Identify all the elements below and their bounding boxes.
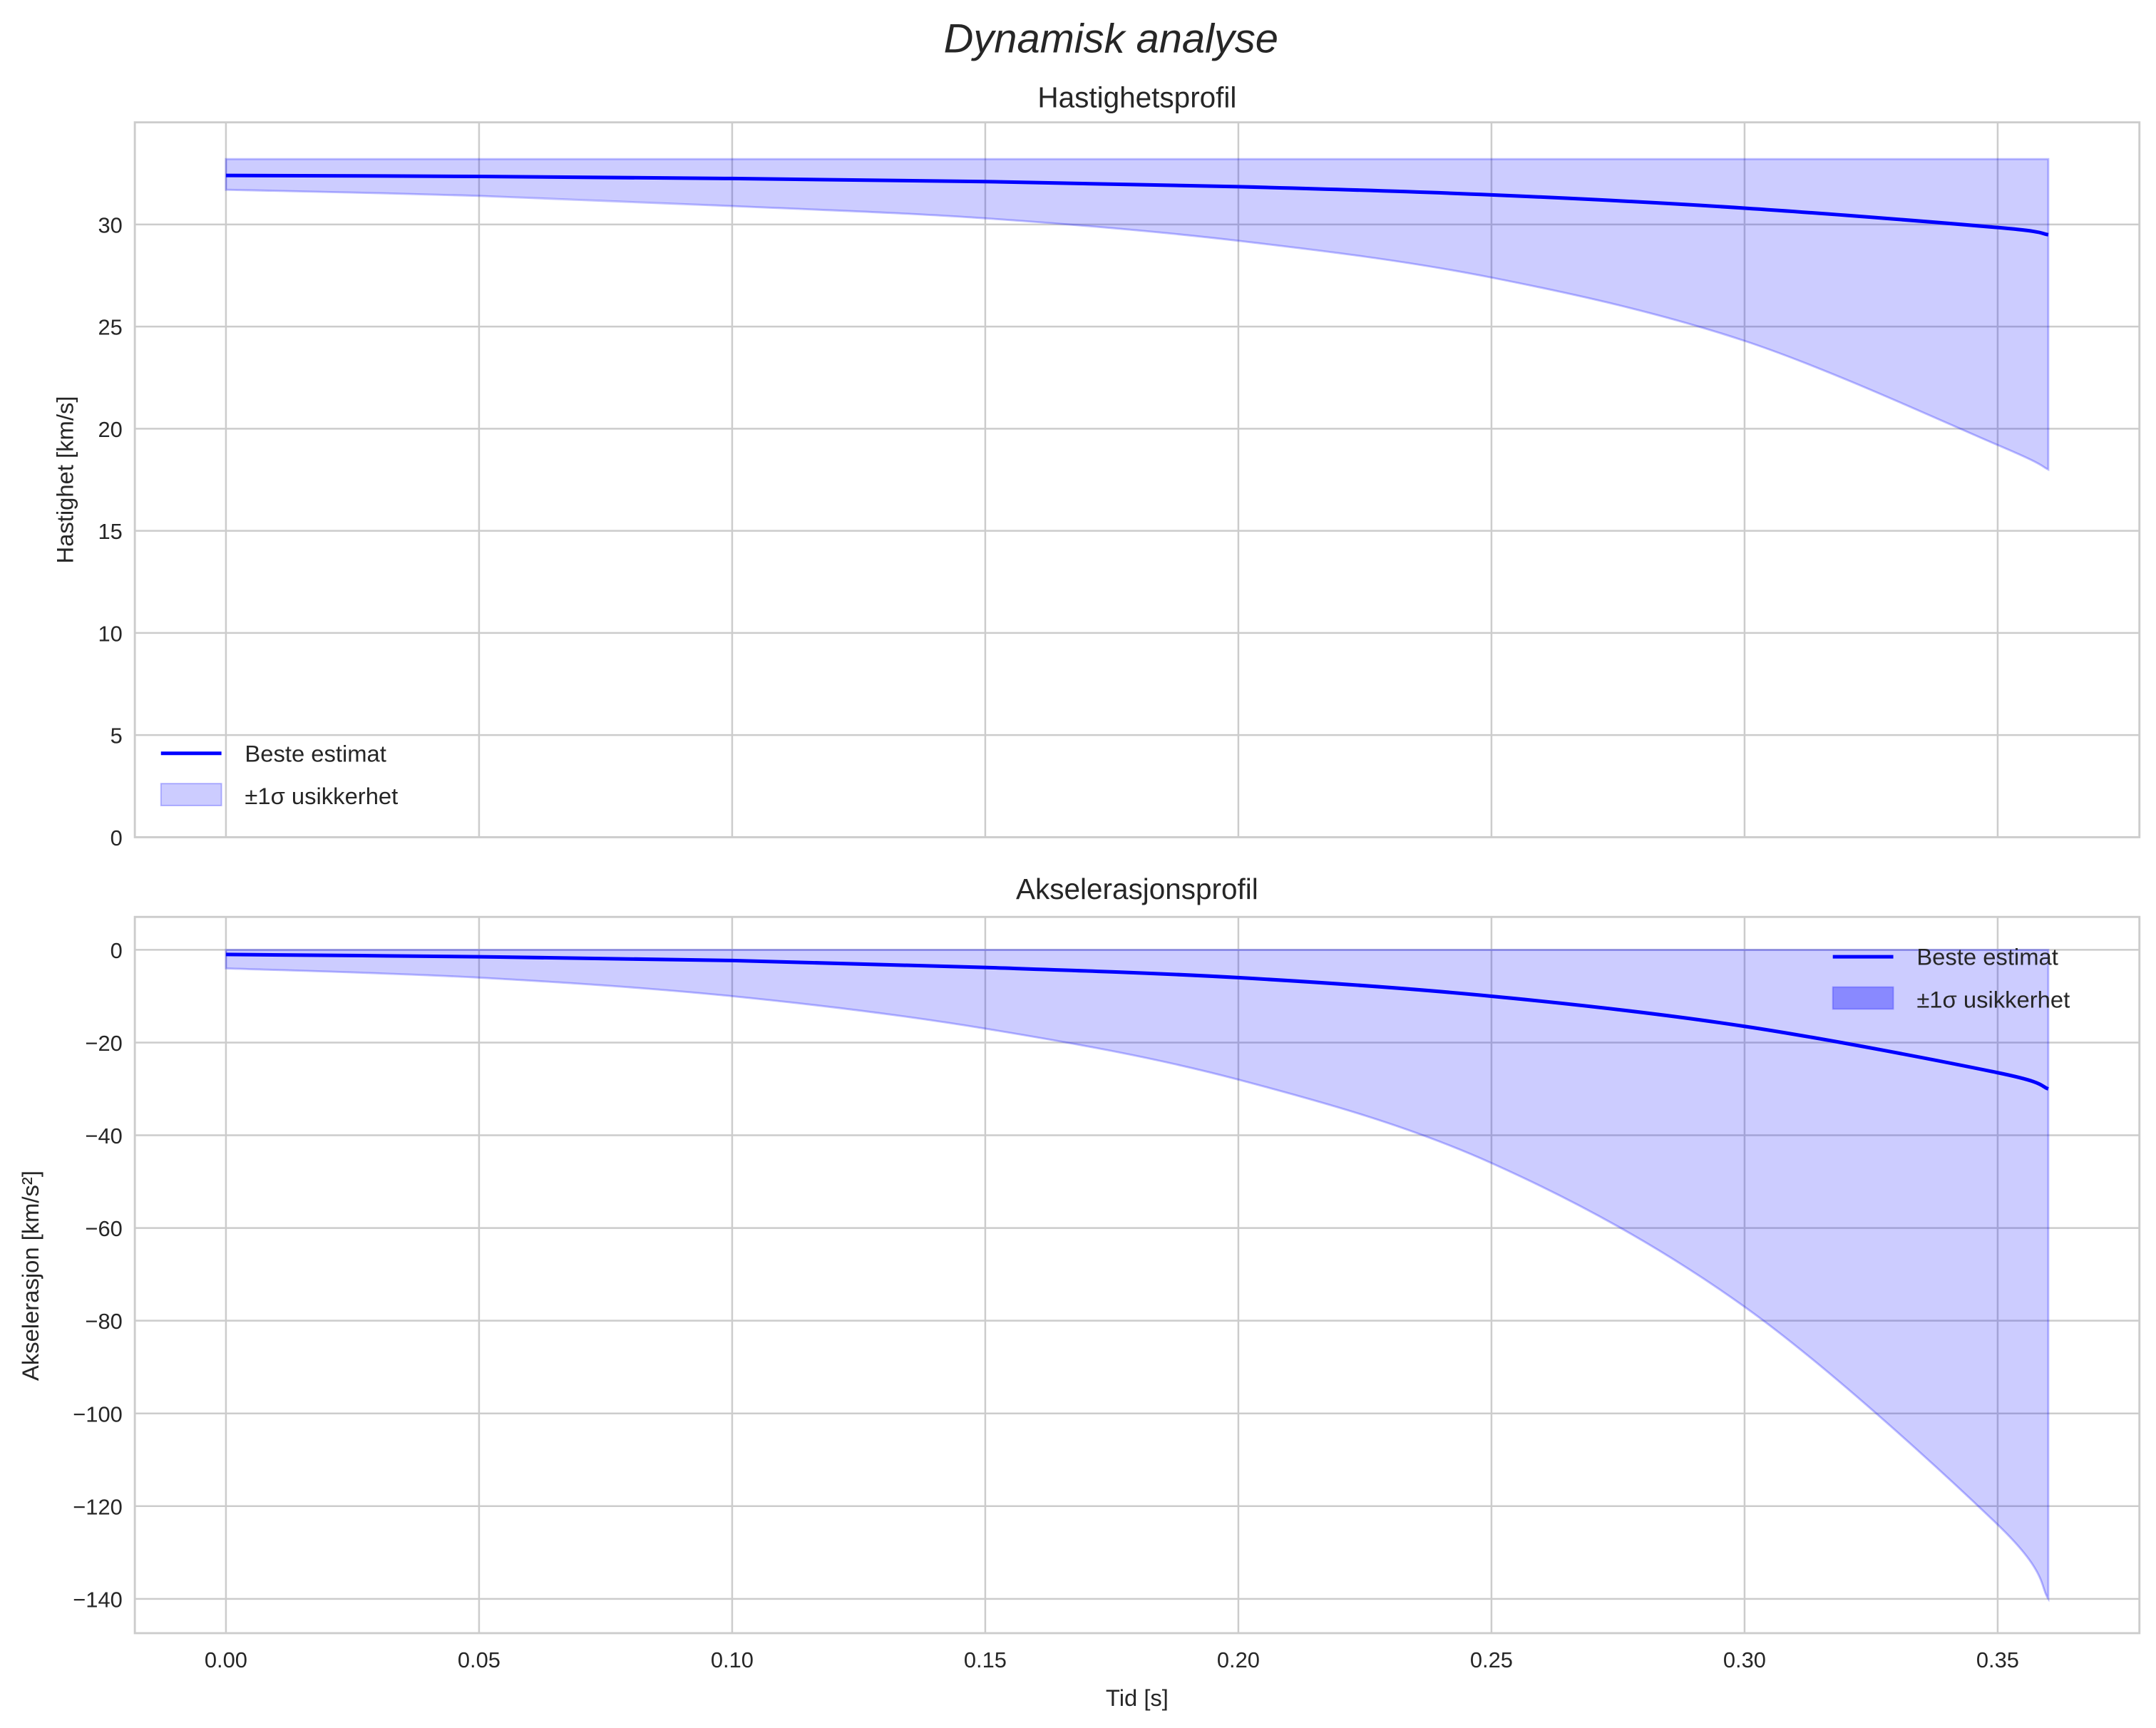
uncertainty-band: [225, 158, 2050, 471]
y-tick-label: −140: [73, 1587, 122, 1612]
legend-label-estimate: Beste estimat: [245, 740, 386, 766]
y-tick-label: −80: [85, 1309, 122, 1334]
y-tick-label: 20: [98, 417, 122, 442]
y-tick-label: 5: [111, 724, 123, 749]
axes-frame: [133, 121, 2141, 838]
x-tick-label: 0.05: [458, 1647, 500, 1672]
velocity-title: Hastighetsprofil: [1037, 81, 1236, 113]
uncertainty-band: [225, 948, 2050, 1603]
y-tick-label: 10: [98, 621, 122, 646]
acceleration-title: Akselerasjonsprofil: [1016, 873, 1258, 905]
y-tick-label: 0: [111, 938, 123, 963]
y-tick-label: 25: [98, 315, 122, 340]
acceleration-ylabel: Akselerasjon [km/s²]: [17, 1171, 43, 1381]
x-tick-label: 0.30: [1723, 1647, 1766, 1672]
legend-label-uncertainty: ±1σ usikkerhet: [1916, 987, 2070, 1013]
y-tick-label: 0: [111, 826, 123, 850]
y-tick-label: 15: [98, 519, 122, 544]
y-tick-label: −60: [85, 1216, 122, 1241]
legend-band-swatch: [160, 783, 222, 807]
velocity-axes: Hastighetsprofil Hastighet [km/s] 0 5 10 15…: [51, 81, 2141, 850]
best-estimate-line: [225, 173, 2049, 237]
legend-band-swatch: [1832, 986, 1894, 1010]
x-tick-label: 0.35: [1976, 1647, 2019, 1672]
legend-label-uncertainty: ±1σ usikkerhet: [245, 783, 398, 809]
figure-title: Dynamisk analyse: [944, 16, 1278, 61]
x-tick-label: 0.25: [1470, 1647, 1513, 1672]
y-tick-label: −40: [85, 1123, 122, 1148]
x-tick-label: 0.00: [205, 1647, 247, 1672]
legend-label-estimate: Beste estimat: [1916, 944, 2058, 970]
y-tick-label: −100: [73, 1402, 122, 1426]
x-tick-label: 0.15: [964, 1647, 1007, 1672]
acceleration-xlabel: Tid [s]: [1106, 1685, 1169, 1711]
y-tick-label: −120: [73, 1494, 122, 1519]
velocity-ylabel: Hastighet [km/s]: [51, 396, 78, 564]
best-estimate-line: [225, 952, 2049, 1091]
acceleration-axes: Akselerasjonsprofil Akselerasjon [km/s²]…: [17, 873, 2141, 1711]
y-tick-label: 30: [98, 212, 122, 237]
x-tick-label: 0.20: [1217, 1647, 1260, 1672]
y-tick-label: −20: [85, 1031, 122, 1056]
x-tick-label: 0.10: [711, 1647, 754, 1672]
axes-frame: [133, 915, 2141, 1635]
